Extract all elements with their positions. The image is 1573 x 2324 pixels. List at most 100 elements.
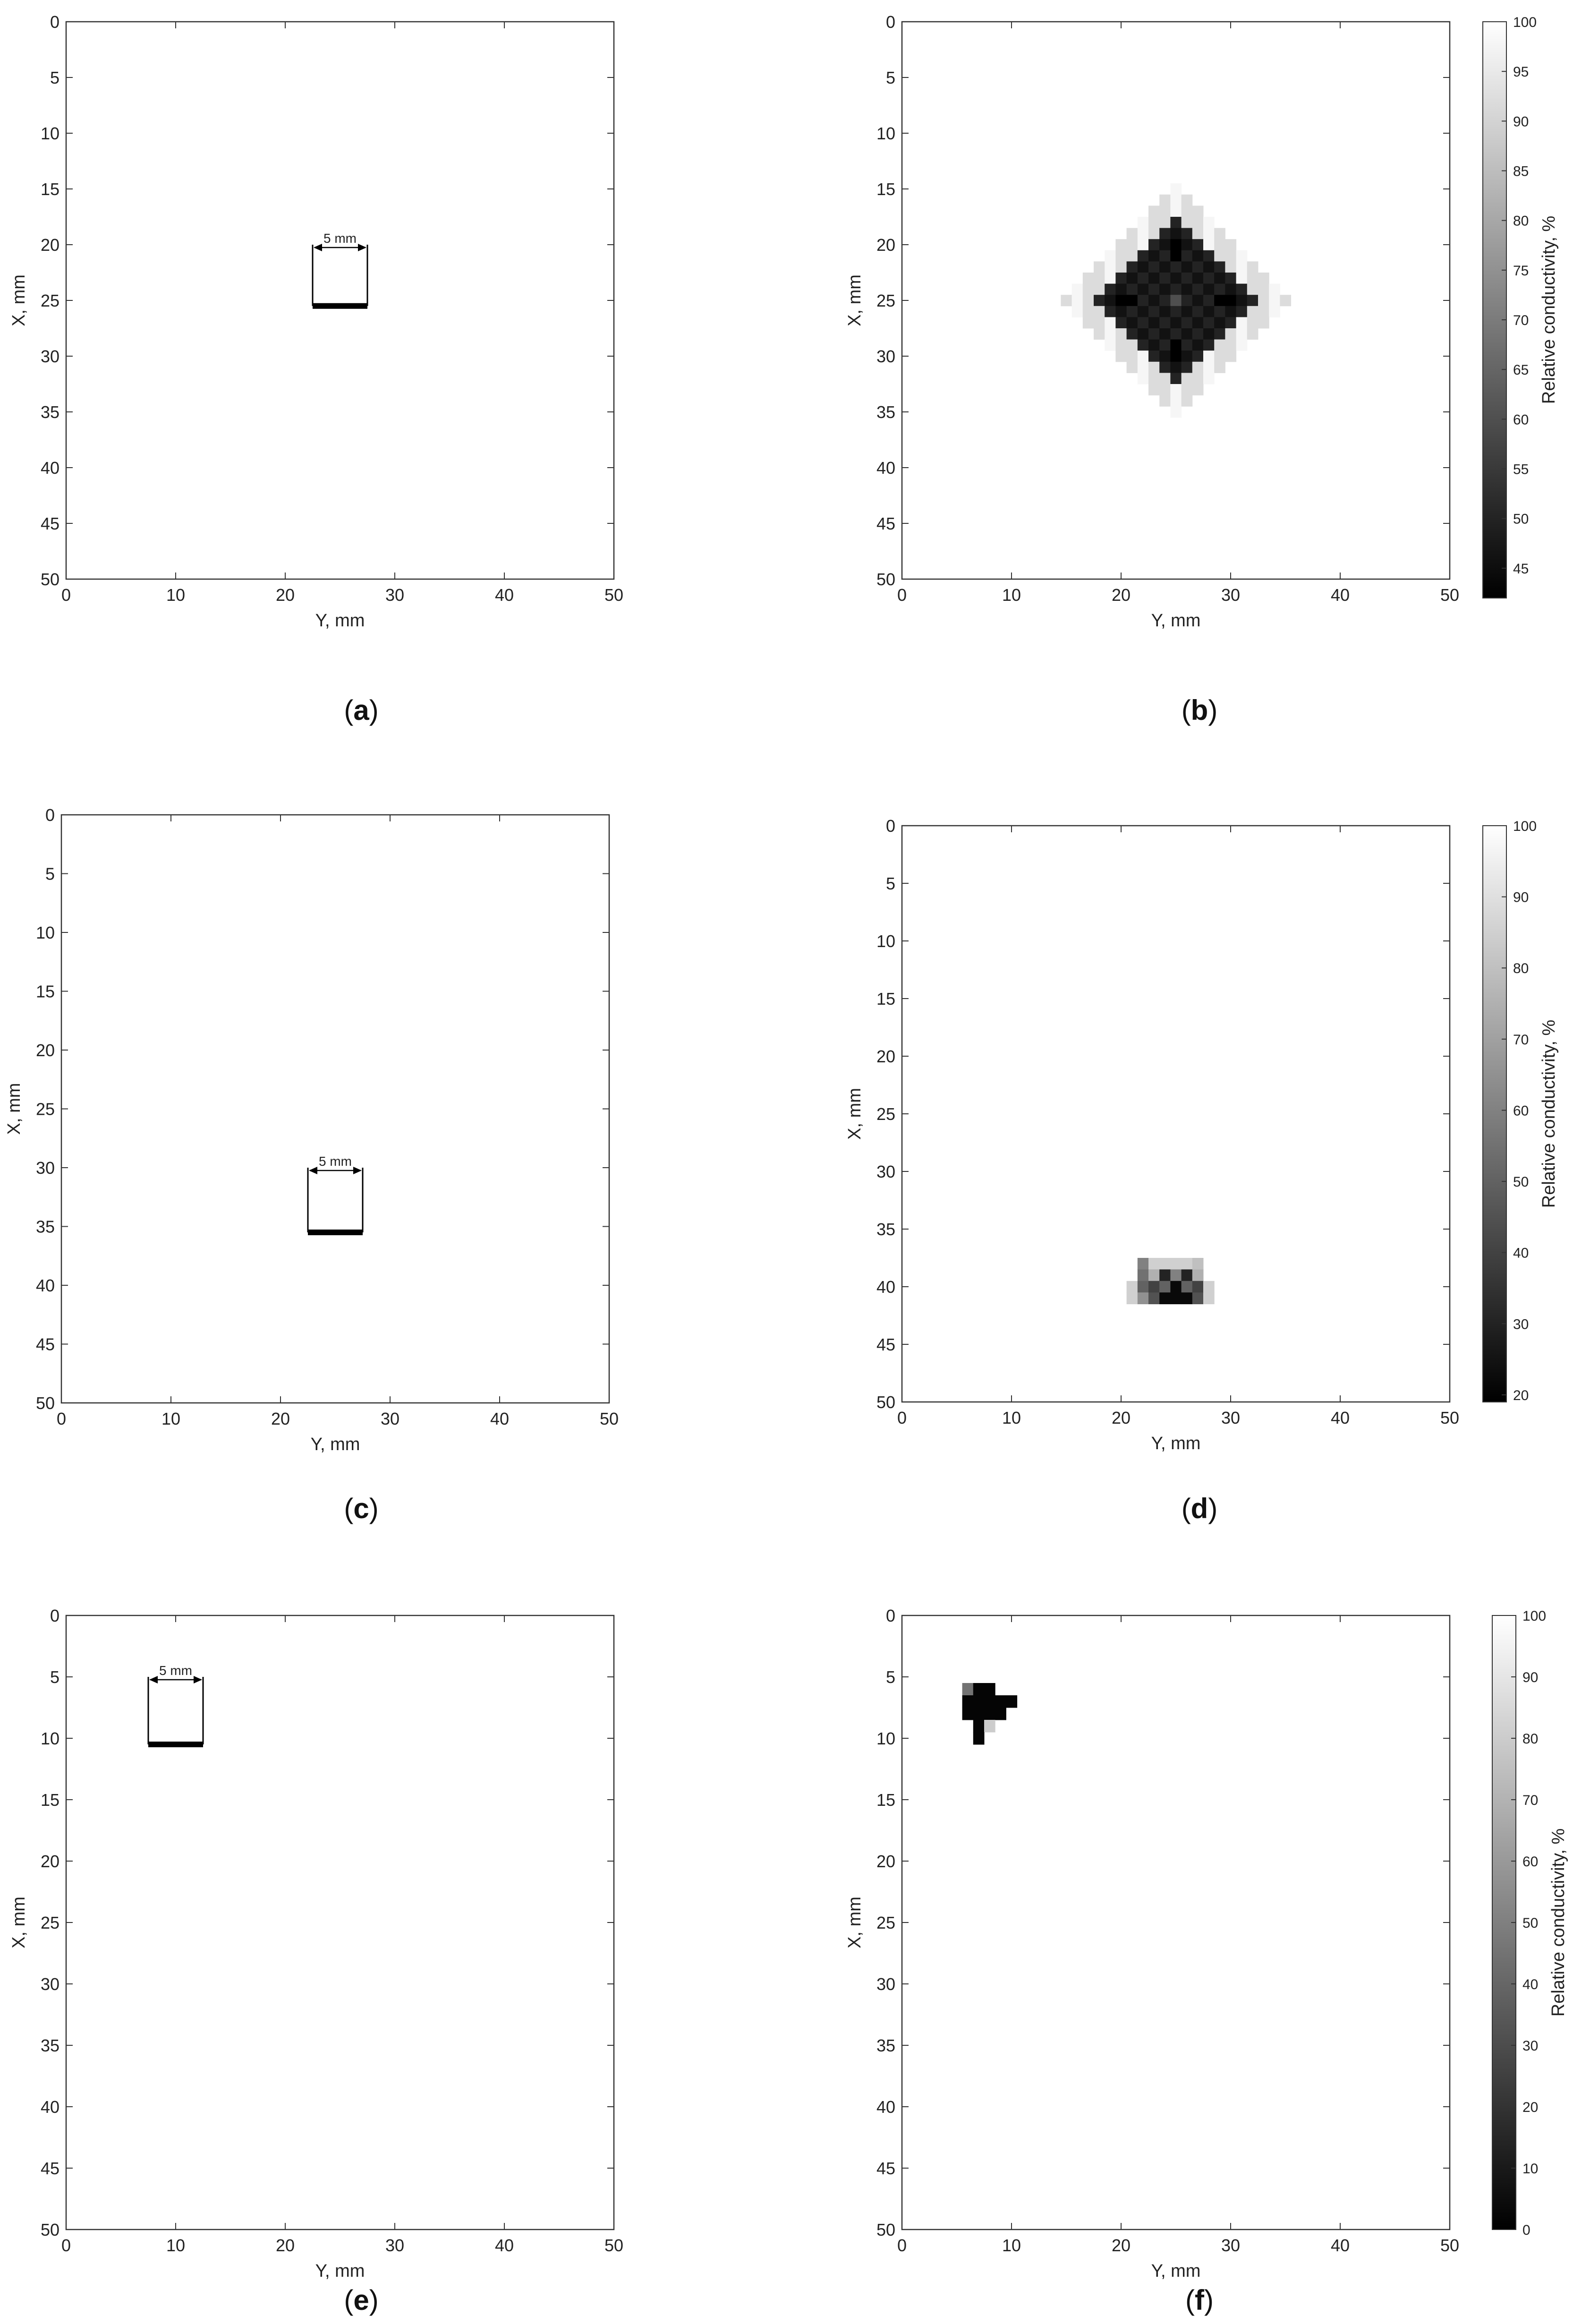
y-tick-label: 20 [876,1852,895,1871]
x-tick-label: 0 [897,2236,907,2255]
heatmap-cell [1181,273,1193,284]
heatmap-cell [1115,306,1127,317]
colorbar-tick-label: 90 [1522,1670,1538,1685]
heatmap-cell [1082,317,1094,329]
heatmap-cell [1192,306,1204,317]
y-tick-label: 45 [41,514,60,533]
heatmap-cell [1137,1258,1149,1270]
heatmap-cell [1203,339,1215,351]
y-tick-label: 35 [876,1220,895,1239]
heatmap-cell [1225,273,1237,284]
heatmap-cell [1126,317,1138,329]
x-tick-label: 40 [1331,585,1350,605]
heatmap-cell [1094,283,1105,295]
dimension-label: 5 mm [159,1663,192,1678]
heatmap-cell [1159,239,1171,251]
heatmap-cell [1137,317,1149,329]
heatmap-cell [1148,283,1160,295]
heatmap-cell [1148,1258,1160,1270]
heatmap-cell [1148,350,1160,362]
heatmap-cell [1203,373,1215,384]
y-tick-label: 25 [876,291,895,310]
heatmap-cell [1181,384,1193,396]
heatmap-cell [1214,261,1225,273]
heatmap-cell [1192,373,1204,384]
heatmap-cell [1148,1269,1160,1282]
heatmap-cell [1181,205,1193,217]
heatmap-cell [1006,1695,1018,1708]
colorbar-tick-label: 30 [1513,1316,1529,1332]
heatmap-cell [1236,306,1248,317]
heatmap-cell [973,1695,985,1708]
heatmap-cell [1192,217,1204,229]
y-tick-label: 30 [41,347,60,366]
x-tick-label: 40 [1331,2236,1350,2255]
heatmap-cell [1105,339,1116,351]
heatmap-cell [1181,239,1193,251]
colorbar-tick-label: 55 [1513,462,1529,478]
heatmap-cell [1181,217,1193,229]
x-tick-label: 40 [490,1409,509,1428]
heatmap-cell [1105,283,1116,295]
heatmap-cell [1148,361,1160,373]
heatmap-cell [1115,317,1127,329]
x-tick-label: 10 [1002,2236,1021,2255]
heatmap-cell [1148,250,1160,262]
y-tick-label: 5 [886,874,895,893]
heatmap-cell [962,1708,974,1720]
heatmap-cell [1181,339,1193,351]
y-tick-label: 15 [41,179,60,199]
heatmap-cell [1225,295,1237,307]
heatmap-cell [1126,339,1138,351]
heatmap-cell [1181,1281,1193,1293]
colorbar-tick-label: 60 [1513,1103,1529,1119]
x-tick-label: 10 [1002,585,1021,605]
heatmap-cell [1214,361,1225,373]
heatmap-cell [1181,261,1193,273]
heatmap-cell [1137,217,1149,229]
panel-letter-text: d [1191,1493,1208,1524]
x-tick-label: 0 [897,1408,907,1427]
heatmap-cell [1148,1281,1160,1293]
x-tick-label: 50 [604,2236,623,2255]
heatmap-cell [1236,328,1248,340]
y-tick-label: 0 [886,816,895,836]
heatmap-cell [995,1695,1006,1708]
plot-area [61,815,609,1403]
colorbar-tick-label: 70 [1513,1032,1529,1048]
y-tick-label: 45 [876,2159,895,2178]
heatmap-cell [995,1708,1006,1720]
heatmap-cell [1071,295,1083,307]
heatmap-cell [1159,373,1171,384]
heatmap-cell [1159,350,1171,362]
y-axis-label: X, mm [845,1897,865,1948]
heatmap-cell [1225,339,1237,351]
x-tick-label: 0 [61,585,71,605]
x-tick-label: 30 [381,1409,400,1428]
heatmap-cell [1115,350,1127,362]
heatmap-cell [1247,261,1258,273]
heatmap-cell [1192,261,1204,273]
heatmap-cell [1148,306,1160,317]
x-tick-label: 10 [1002,1408,1021,1427]
heatmap-cell [1159,261,1171,273]
y-tick-label: 50 [41,570,60,589]
heatmap-cell [1192,1258,1204,1270]
y-tick-label: 25 [876,1104,895,1124]
heatmap-cell [1170,205,1182,217]
heatmap-cell [1148,373,1160,384]
x-tick-label: 40 [1331,1408,1350,1427]
heatmap-cell [1225,328,1237,340]
heatmap-cell [1170,261,1182,273]
y-tick-label: 40 [41,458,60,478]
heatmap-cell [1082,295,1094,307]
heatmap-cell [1170,194,1182,206]
y-tick-label: 45 [876,1335,895,1354]
heatmap-cell [984,1683,995,1696]
heatmap-cell [1192,1269,1204,1282]
heatmap-cell [1126,283,1138,295]
heatmap-cell [1137,250,1149,262]
heatmap-cell [1148,239,1160,251]
y-tick-label: 0 [886,1606,895,1625]
heatmap-cell [1192,317,1204,329]
